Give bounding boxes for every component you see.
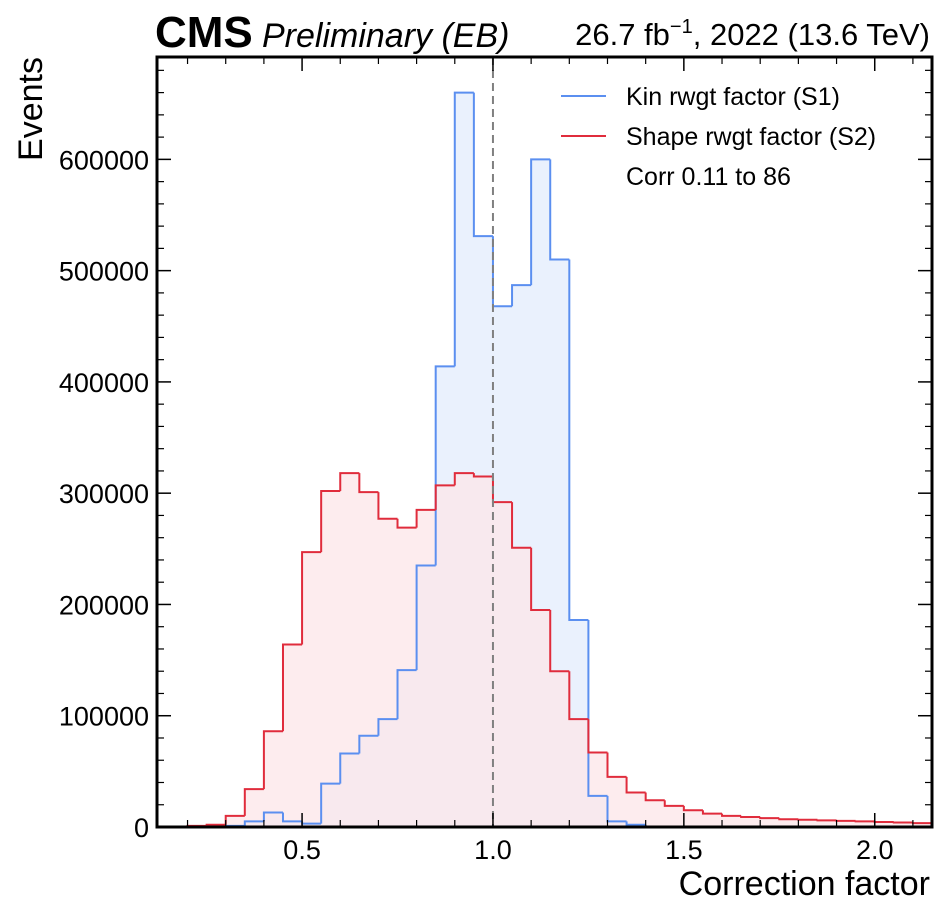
histogram-bin-s1 xyxy=(396,669,417,720)
legend-label-s2: Shape rwgt factor (S2) xyxy=(626,123,876,151)
histogram-bin-s1 xyxy=(262,811,283,822)
y-tick-label: 400000 xyxy=(59,368,149,398)
histogram-bin-s2 xyxy=(625,776,646,794)
x-tick-label: 2.0 xyxy=(856,835,894,865)
y-tick-label: 200000 xyxy=(59,590,149,620)
histogram-bin-s2 xyxy=(682,805,703,812)
series-fill-s2 xyxy=(187,473,932,827)
histogram-bin-s2 xyxy=(434,484,455,510)
histogram-bin-s2 xyxy=(587,719,608,754)
plot-frame xyxy=(155,55,934,829)
histogram-bin-s2 xyxy=(530,547,551,612)
histogram-bin-s1 xyxy=(472,92,493,238)
histogram-bin-s1 xyxy=(530,158,551,286)
histogram-bin-s1 xyxy=(491,236,513,308)
histogram-bin-s2 xyxy=(262,730,283,790)
legend-label-s1: Kin rwgt factor (S1) xyxy=(626,83,840,111)
histogram-bin-s2 xyxy=(663,800,684,807)
histogram-bin-s1 xyxy=(377,718,398,736)
axis-ticks: 0.5 1.0 1.5 2.0 0 100000 200000 300000 400000 500… xyxy=(59,57,932,865)
histogram-bin-s2 xyxy=(892,821,913,824)
histogram-bin-s2 xyxy=(606,752,627,778)
histogram-bin-s2 xyxy=(721,813,742,817)
histogram-bin-s2 xyxy=(759,816,780,820)
histogram-bin-s2 xyxy=(549,610,570,673)
y-tick-label: 500000 xyxy=(59,257,149,287)
legend-note: Corr 0.11 to 86 xyxy=(626,163,791,191)
histogram-bin-s2 xyxy=(358,473,379,494)
status-label: Preliminary (EB) xyxy=(262,17,509,55)
histogram-bin-s2 xyxy=(453,472,474,486)
histogram-bin-s2 xyxy=(740,815,761,818)
histogram-bin-s2 xyxy=(320,489,341,553)
x-tick-label: 1.0 xyxy=(474,835,512,865)
histogram-bin-s2 xyxy=(339,472,360,491)
histogram-bin-s1 xyxy=(243,820,264,826)
experiment-label: CMS xyxy=(155,8,253,57)
histogram-bin-s2 xyxy=(377,492,398,520)
luminosity-label: 26.7 fb−1, 2022 (13.6 TeV) xyxy=(575,16,930,52)
y-tick-label: 0 xyxy=(134,813,149,843)
x-tick-label: 0.5 xyxy=(283,835,321,865)
histogram-bin-s2 xyxy=(644,792,665,802)
histogram-bin-s1 xyxy=(587,620,608,797)
histogram-bin-s2 xyxy=(816,819,837,822)
histogram-bin-s2 xyxy=(797,818,818,821)
histogram-bin-s2 xyxy=(396,518,417,529)
series-fill-s1 xyxy=(187,92,932,827)
histogram-bin-s2 xyxy=(701,810,723,815)
histogram-bin-s1 xyxy=(415,564,436,671)
histogram-bin-s2 xyxy=(243,788,264,816)
histogram-bin-s1 xyxy=(549,159,570,261)
y-axis-label: Events xyxy=(12,57,50,161)
histogram-bin-s1 xyxy=(339,752,360,784)
histogram-bin-s2 xyxy=(568,671,589,721)
histogram-bin-s2 xyxy=(301,551,322,645)
y-tick-label: 300000 xyxy=(59,479,149,509)
histogram-bin-s2 xyxy=(911,822,932,825)
histogram-bin-s2 xyxy=(281,643,303,732)
histogram-bin-s2 xyxy=(835,819,856,822)
legend: Kin rwgt factor (S1) Shape rwgt factor (… xyxy=(561,83,876,191)
histogram-fills xyxy=(187,92,932,827)
y-tick-label: 100000 xyxy=(59,702,149,732)
x-tick-label: 1.5 xyxy=(665,835,703,865)
histogram-bin-s1 xyxy=(453,91,474,367)
histogram-bin-s1 xyxy=(511,284,532,307)
histogram-bin-s1 xyxy=(320,782,341,824)
y-tick-label: 600000 xyxy=(59,145,149,175)
histogram-bin-s1 xyxy=(568,259,589,622)
histogram-bin-s2 xyxy=(511,502,532,549)
histogram-bin-s2 xyxy=(415,508,436,528)
x-axis-label: Correction factor xyxy=(679,865,930,903)
histogram-bin-s1 xyxy=(281,812,303,823)
histogram-bin-s2 xyxy=(854,820,875,823)
histogram-bin-s2 xyxy=(472,473,493,478)
histogram-bin-s2 xyxy=(778,818,799,821)
histogram-bin-s2 xyxy=(873,820,894,823)
histogram-bin-s1 xyxy=(625,821,646,826)
histogram-bin-s1 xyxy=(358,734,379,754)
